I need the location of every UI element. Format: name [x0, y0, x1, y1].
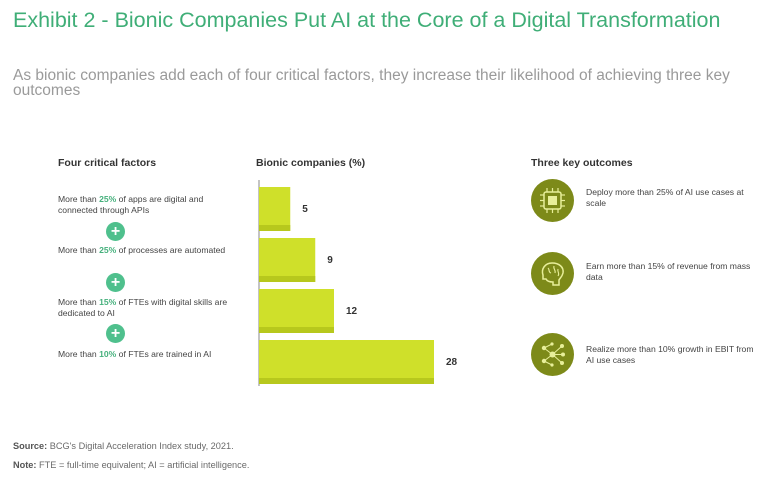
- bar-2-label: 9: [327, 255, 333, 266]
- factor-2: More than 25% of processes are automated: [58, 245, 226, 255]
- outcome-2-text: Earn more than 15% of revenue from mass …: [586, 261, 751, 282]
- page-subtitle: As bionic companies add each of four cri…: [13, 67, 730, 99]
- chart-header: Bionic companies (%): [256, 157, 366, 169]
- bar-3: [259, 289, 334, 333]
- factor-4: More than 10% of FTEs are trained in AI: [58, 349, 212, 359]
- factors-header: Four critical factors: [58, 157, 157, 169]
- bar-1-shade: [259, 225, 291, 231]
- plus-icon: +: [106, 222, 125, 241]
- outcomes-header: Three key outcomes: [531, 157, 633, 169]
- chip-icon: [531, 179, 574, 222]
- bar-2: [259, 238, 316, 282]
- note-line: Note: FTE = full-time equivalent; AI = a…: [13, 460, 250, 470]
- outcome-3-text: Realize more than 10% growth in EBIT fro…: [586, 344, 754, 365]
- source-line: Source: BCG's Digital Acceleration Index…: [13, 441, 234, 451]
- bar-1-label: 5: [302, 204, 308, 215]
- factor-1: More than 25% of apps are digital and co…: [58, 194, 204, 215]
- plus-icon: +: [106, 324, 125, 343]
- bar-2-shade: [259, 276, 316, 282]
- plus-icon: +: [106, 273, 125, 292]
- neural-network-icon: [531, 333, 574, 376]
- brain-icon: [531, 252, 574, 295]
- bar-4-shade: [259, 378, 434, 384]
- bar-4: [259, 340, 434, 384]
- page-title: Exhibit 2 - Bionic Companies Put AI at t…: [13, 8, 721, 32]
- factor-3: More than 15% of FTEs with digital skill…: [58, 297, 228, 318]
- bar-1: [259, 187, 291, 231]
- outcome-1-text: Deploy more than 25% of AI use cases at …: [586, 187, 744, 208]
- bar-3-shade: [259, 327, 334, 333]
- bar-4-label: 28: [446, 357, 458, 368]
- bar-3-label: 12: [346, 306, 358, 317]
